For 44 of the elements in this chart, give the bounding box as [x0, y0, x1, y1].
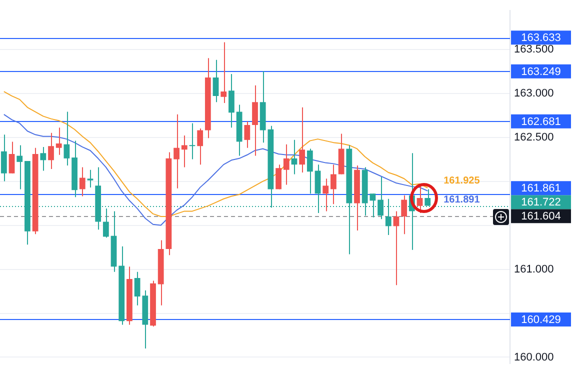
candlestick: [48, 132, 54, 170]
candlestick: [416, 186, 423, 214]
candlestick: [330, 164, 336, 205]
ref-line-label: 161.604: [521, 210, 561, 223]
candlestick: [212, 59, 219, 103]
candlestick: [87, 169, 94, 188]
candlestick: [299, 106, 306, 173]
y-tick-label: 161.000: [514, 263, 554, 276]
ref-line-label: 163.249: [521, 66, 561, 78]
candlestick: [79, 166, 86, 197]
ref-line-label: 161.722: [521, 196, 561, 209]
candlestick: [252, 84, 258, 156]
candlestick: [283, 144, 290, 186]
candlestick: [0, 134, 7, 182]
y-tick-label: 162.500: [514, 131, 554, 144]
candlestick: [291, 139, 298, 175]
candlestick: [322, 178, 329, 212]
candlestick: [56, 127, 62, 156]
candlestick: [244, 120, 250, 148]
y-tick-label: 163.500: [514, 43, 554, 56]
candlestick: [220, 42, 227, 104]
y-tick-label: 163.000: [514, 87, 554, 100]
candlestick: [64, 111, 70, 166]
candlestick: [314, 164, 321, 214]
candlestick: [181, 135, 188, 168]
ref-line-label: 161.861: [521, 182, 561, 195]
candlestick: [16, 144, 23, 190]
candlestick: [306, 148, 313, 194]
candlestick: [174, 114, 180, 189]
candlestick: [276, 164, 282, 190]
candlestick: [393, 210, 400, 286]
data-label: 161.891: [444, 194, 480, 206]
candlestick: [228, 73, 234, 128]
candlestick: [102, 208, 109, 238]
y-tick-label: 160.000: [514, 351, 554, 364]
candlestick: [40, 146, 46, 172]
candlestick: [401, 194, 408, 235]
candlestick: [197, 128, 204, 166]
ref-line-label: 163.633: [521, 32, 561, 44]
candlestick: [189, 122, 196, 160]
ref-line-label: 160.429: [521, 314, 561, 326]
ref-line-label: 162.681: [521, 116, 561, 128]
data-label: 161.925: [444, 176, 480, 187]
candlestick: [8, 141, 15, 174]
